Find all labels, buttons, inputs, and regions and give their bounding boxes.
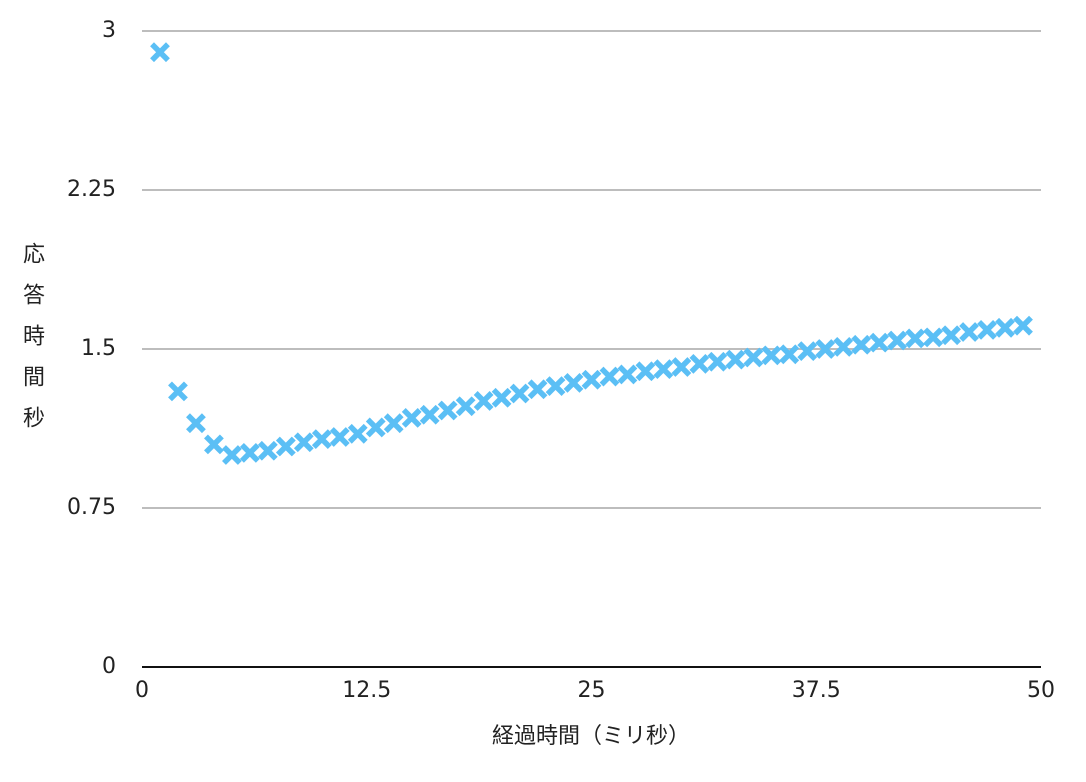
x-tick-label: 12.5 — [342, 678, 391, 703]
y-tick-label: 0 — [102, 654, 116, 679]
x-axis-label: 経過時間（ミリ秒） — [492, 724, 690, 749]
marker — [473, 391, 494, 411]
marker — [311, 429, 332, 449]
marker — [347, 423, 368, 444]
y-tick-label: 2.25 — [67, 177, 116, 202]
marker — [617, 364, 638, 385]
marker — [599, 366, 620, 387]
marker — [204, 434, 224, 455]
y-tick-label: 1.5 — [81, 336, 116, 361]
marker — [1013, 315, 1033, 336]
marker — [671, 357, 692, 377]
x-tick-label: 25 — [578, 678, 606, 703]
marker — [923, 327, 944, 348]
marker — [653, 359, 674, 380]
marker — [239, 442, 260, 463]
marker — [779, 344, 800, 365]
x-tick-label: 50 — [1027, 678, 1055, 703]
marker — [186, 413, 206, 434]
marker — [725, 349, 746, 370]
marker — [635, 361, 656, 382]
marker — [168, 381, 188, 402]
marker — [707, 351, 728, 372]
marker — [293, 432, 314, 453]
marker — [509, 383, 530, 404]
marker — [581, 369, 602, 390]
marker — [275, 436, 296, 457]
x-tick-label: 0 — [135, 678, 149, 703]
marker — [743, 347, 764, 368]
y-tick-label: 0.75 — [67, 495, 116, 520]
marker — [851, 334, 872, 355]
marker — [150, 42, 170, 63]
marker — [905, 328, 926, 349]
marker — [815, 339, 836, 359]
marker — [257, 440, 278, 461]
marker — [365, 417, 386, 438]
marker — [833, 336, 854, 357]
marker — [887, 330, 908, 351]
marker — [491, 387, 512, 408]
marker — [761, 345, 782, 366]
marker — [977, 320, 997, 340]
marker — [941, 325, 961, 346]
marker — [222, 445, 242, 465]
marker — [383, 413, 404, 434]
marker — [527, 379, 548, 400]
marker — [329, 427, 350, 447]
marker — [401, 408, 422, 428]
marker — [419, 404, 440, 425]
marker — [545, 376, 566, 396]
marker — [959, 322, 979, 342]
marker — [995, 317, 1015, 338]
y-axis-label: 応答時間秒 — [19, 242, 44, 447]
marker — [563, 373, 584, 393]
marker — [455, 396, 476, 417]
marker — [689, 353, 710, 374]
y-tick-label: 3 — [102, 18, 116, 43]
marker — [797, 341, 818, 362]
x-tick-label: 37.5 — [792, 678, 841, 703]
marker — [437, 400, 458, 421]
marker — [869, 332, 890, 353]
